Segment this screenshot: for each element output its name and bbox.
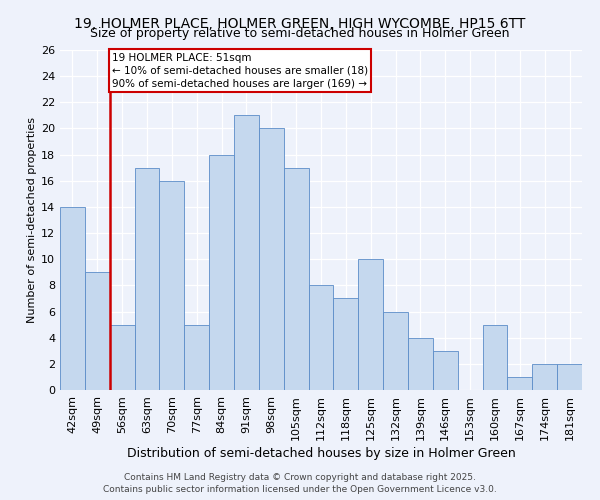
Bar	[184, 324, 209, 390]
Bar	[433, 351, 458, 390]
Bar	[308, 286, 334, 390]
Bar	[160, 181, 184, 390]
Bar	[209, 154, 234, 390]
Bar	[482, 324, 508, 390]
Bar	[358, 259, 383, 390]
X-axis label: Distribution of semi-detached houses by size in Holmer Green: Distribution of semi-detached houses by …	[127, 447, 515, 460]
Bar	[408, 338, 433, 390]
Bar	[557, 364, 582, 390]
Bar	[508, 377, 532, 390]
Bar	[60, 207, 85, 390]
Bar	[532, 364, 557, 390]
Text: 19 HOLMER PLACE: 51sqm
← 10% of semi-detached houses are smaller (18)
90% of sem: 19 HOLMER PLACE: 51sqm ← 10% of semi-det…	[112, 52, 368, 89]
Bar	[134, 168, 160, 390]
Bar	[383, 312, 408, 390]
Text: Size of property relative to semi-detached houses in Holmer Green: Size of property relative to semi-detach…	[90, 28, 510, 40]
Text: Contains HM Land Registry data © Crown copyright and database right 2025.
Contai: Contains HM Land Registry data © Crown c…	[103, 472, 497, 494]
Y-axis label: Number of semi-detached properties: Number of semi-detached properties	[27, 117, 37, 323]
Bar	[234, 116, 259, 390]
Bar	[334, 298, 358, 390]
Text: 19, HOLMER PLACE, HOLMER GREEN, HIGH WYCOMBE, HP15 6TT: 19, HOLMER PLACE, HOLMER GREEN, HIGH WYC…	[74, 18, 526, 32]
Bar	[284, 168, 308, 390]
Bar	[259, 128, 284, 390]
Bar	[85, 272, 110, 390]
Bar	[110, 324, 134, 390]
